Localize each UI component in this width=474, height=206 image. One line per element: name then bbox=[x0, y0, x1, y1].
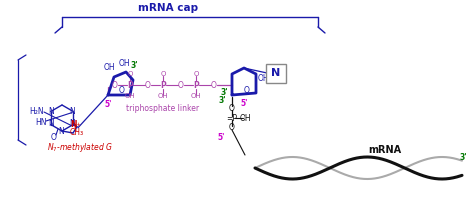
Text: mRNA cap: mRNA cap bbox=[138, 3, 198, 13]
Polygon shape bbox=[232, 68, 256, 95]
Text: P: P bbox=[160, 81, 166, 89]
Text: O: O bbox=[51, 132, 57, 142]
Text: OH: OH bbox=[125, 93, 135, 99]
Text: $N_7$-methylated G: $N_7$-methylated G bbox=[47, 140, 113, 153]
Text: HN: HN bbox=[35, 117, 47, 126]
Text: O: O bbox=[193, 71, 199, 77]
Text: mRNA: mRNA bbox=[368, 145, 401, 155]
Text: N: N bbox=[58, 128, 64, 137]
Text: OH: OH bbox=[239, 114, 251, 123]
Text: N: N bbox=[48, 119, 54, 128]
Text: OH: OH bbox=[257, 74, 269, 82]
Text: 5': 5' bbox=[217, 132, 225, 142]
Text: O: O bbox=[229, 124, 235, 132]
Polygon shape bbox=[108, 72, 133, 95]
Text: CH₃: CH₃ bbox=[70, 128, 84, 137]
Text: 3': 3' bbox=[218, 96, 226, 104]
Text: N: N bbox=[69, 107, 75, 116]
Text: OH: OH bbox=[158, 93, 168, 99]
FancyBboxPatch shape bbox=[266, 64, 286, 83]
Text: OH: OH bbox=[191, 93, 201, 99]
Text: triphosphate linker: triphosphate linker bbox=[127, 103, 200, 112]
Text: O: O bbox=[244, 85, 250, 95]
Text: 3': 3' bbox=[459, 153, 467, 163]
Text: =P: =P bbox=[227, 114, 237, 123]
Text: 5': 5' bbox=[104, 99, 112, 109]
Text: N: N bbox=[272, 69, 281, 78]
Text: N: N bbox=[71, 120, 77, 129]
Text: O: O bbox=[229, 103, 235, 112]
Text: O: O bbox=[145, 81, 151, 89]
Text: O: O bbox=[211, 81, 217, 89]
Text: H₂N: H₂N bbox=[30, 107, 44, 116]
Text: OH: OH bbox=[118, 59, 130, 68]
Text: O: O bbox=[119, 85, 125, 95]
Text: N: N bbox=[69, 119, 75, 128]
Text: 5': 5' bbox=[240, 98, 248, 108]
Text: P: P bbox=[127, 81, 133, 89]
Text: O: O bbox=[112, 81, 118, 89]
Text: N: N bbox=[48, 107, 54, 116]
Text: 3': 3' bbox=[130, 62, 138, 70]
Text: 3': 3' bbox=[220, 88, 228, 96]
Text: OH: OH bbox=[103, 63, 115, 73]
Text: P: P bbox=[193, 81, 199, 89]
Text: O: O bbox=[128, 71, 133, 77]
Text: O: O bbox=[160, 71, 166, 77]
Text: O: O bbox=[178, 81, 184, 89]
Text: +: + bbox=[76, 122, 81, 127]
